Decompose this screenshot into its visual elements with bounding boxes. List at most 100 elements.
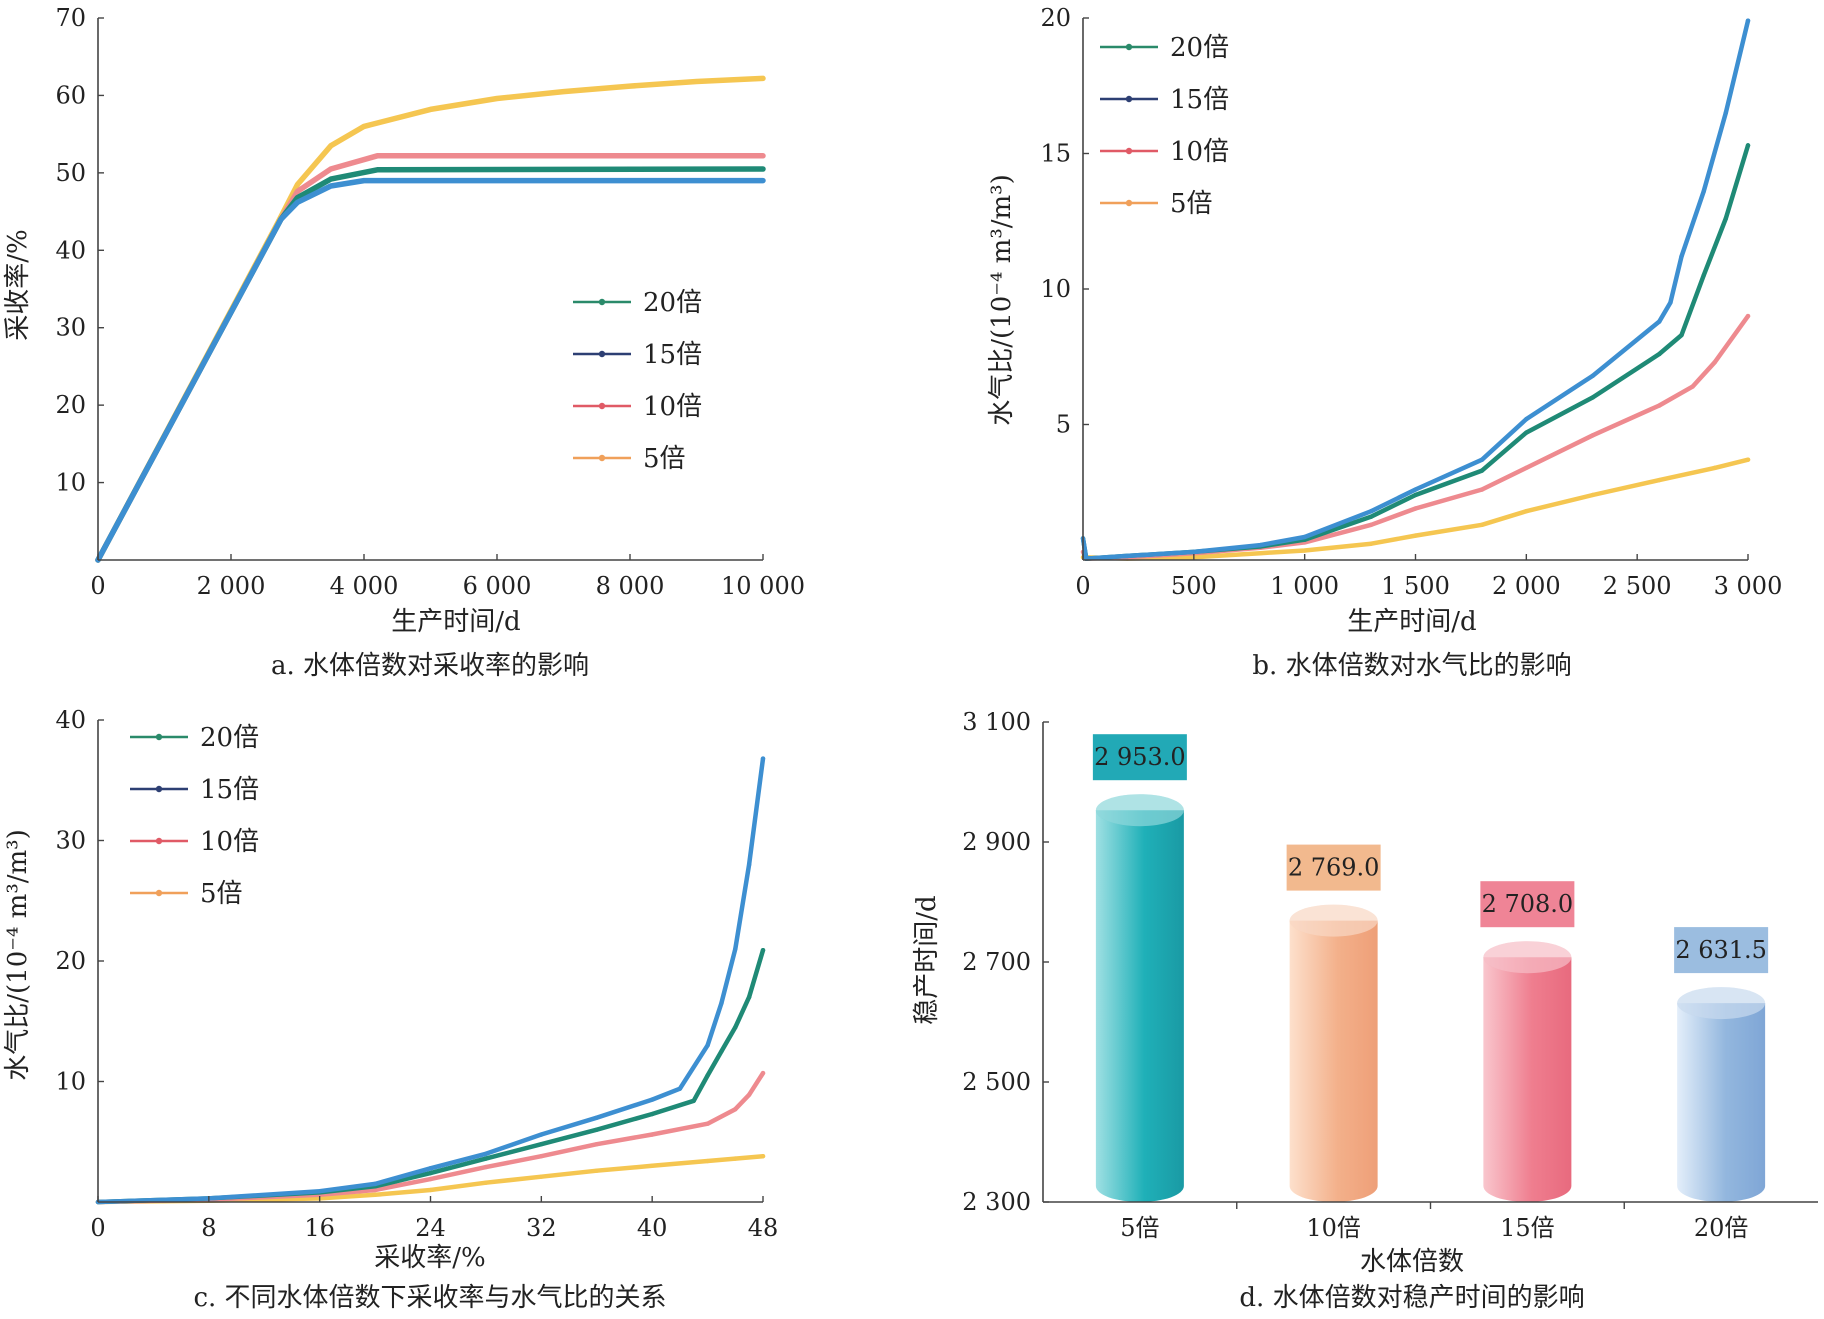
y-tick-label: 40 [55,236,86,264]
y-tick-label: 2 900 [962,828,1031,856]
series-point-1 [1413,487,1418,492]
series-point-3 [1690,384,1695,389]
value-label: 2 708.0 [1482,890,1574,918]
series-point-2 [1723,216,1729,221]
x-tick-label: 48 [748,1214,779,1242]
value-label: 2 631.5 [1675,936,1767,964]
series-point-1 [1125,553,1130,559]
category-label: 5倍 [1120,1214,1159,1242]
series-point-2 [691,1098,696,1103]
bar-top [1095,794,1184,827]
series-point-3 [705,1121,710,1126]
x-tick-label: 10 000 [721,572,805,600]
series-point-4 [428,1187,433,1193]
series-point-4 [372,1192,378,1197]
series-point-1 [317,1188,322,1194]
panel-d-ylabel: 稳产时间/d [912,895,942,1024]
x-tick-label: 6 000 [463,572,532,600]
x-tick-label: 32 [526,1214,557,1242]
legend-label: 20倍 [200,723,259,753]
value-label: 2 953.0 [1094,743,1186,771]
series-point-1 [1368,509,1374,514]
y-tick-label: 3 100 [962,708,1031,736]
series-point-3 [1590,433,1596,438]
series-point-3 [594,1141,599,1147]
y-tick-label: 20 [1040,4,1071,32]
series-point-4 [1745,457,1751,462]
panel-c: 0 8 16 24 32 40 48 10 20 30 40 20倍 15倍 10倍 5倍 采收率/% 水… [3,706,778,1313]
series-point-4 [539,1174,544,1179]
series-point-1 [1745,18,1751,23]
series-point-4 [1657,477,1662,483]
series-point-1 [746,862,752,867]
series-point-3 [1524,465,1529,471]
y-tick-label: 15 [1040,140,1071,168]
series-point-4 [1368,541,1374,546]
bar-2: 2 769.0 [1286,844,1381,1202]
series-point-2 [1590,395,1596,400]
series-point-4 [649,1163,655,1169]
series-point-2 [719,1049,724,1054]
series-point-1 [1679,254,1684,259]
y-tick-label: 2 700 [962,948,1031,976]
series-point-2 [483,1156,489,1161]
series-point-1 [1258,542,1263,548]
series-point-1 [760,756,766,761]
y-tick-label: 70 [55,4,86,32]
bar-top [1677,987,1766,1020]
series-point-1 [1657,319,1662,324]
series-point-3 [428,1176,433,1182]
series-point-1 [1191,549,1197,555]
series-point-2 [1657,351,1662,357]
legend-label: 20倍 [643,288,702,318]
legend-marker [155,733,163,741]
panel-b-xlabel: 生产时间/d [1347,607,1476,637]
series-point-2 [1413,492,1418,498]
series-point-2 [1368,514,1374,519]
series-point-3 [539,1154,544,1159]
bar-3: 2 708.0 [1480,881,1575,1202]
series-line-3 [95,1070,766,1205]
series-point-4 [1258,551,1263,556]
y-tick-label: 30 [55,827,86,855]
series-point-2 [1479,468,1485,473]
series-line-3 [1080,313,1751,561]
bar-top-highlight [1095,794,1184,827]
x-tick-label: 2 000 [1492,572,1561,600]
legend-label: 15倍 [200,775,259,805]
legend-label: 15倍 [643,340,702,370]
panel-a: 0 2 000 4 000 6 000 8 000 10 000 10 20 30 40 50 60 7… [3,4,805,681]
series-point-2 [760,947,766,953]
series-point-4 [705,1158,710,1164]
x-tick-label: 8 [201,1214,216,1242]
y-tick-label: 5 [1056,411,1071,439]
x-tick-label: 2 000 [197,572,266,600]
panel-a-xlabel: 生产时间/d [391,607,520,637]
series-point-4 [1479,522,1485,527]
y-tick-label: 30 [55,314,86,342]
x-tick-label: 0 [1075,572,1090,600]
y-tick-label: 2 300 [962,1188,1031,1216]
x-tick-label: 500 [1171,572,1217,600]
x-tick-label: 40 [637,1214,668,1242]
category-label: 15倍 [1500,1214,1555,1242]
y-tick-label: 60 [55,81,86,109]
series-point-1 [1479,457,1485,462]
bar-4: 2 631.5 [1674,927,1769,1202]
legend-marker [1125,95,1133,103]
value-label-box [1480,881,1575,928]
series-point-1 [1524,416,1529,422]
series-point-2 [1524,430,1529,435]
series-point-1 [719,1000,724,1006]
series-point-4 [1413,533,1418,538]
series-point-1 [372,1181,378,1187]
series-point-3 [760,1070,766,1076]
series-point-1 [677,1086,683,1091]
value-label-box [1092,734,1187,781]
panel-a-ylabel: 采收率/% [3,229,33,340]
legend-label: 5倍 [200,879,243,909]
series-point-1 [705,1043,710,1048]
panel-c-caption: c. 不同水体倍数下采收率与水气比的关系 [193,1283,666,1313]
panel-b-ylabel: 水气比/(10⁻⁴ m³/m³) [987,174,1017,425]
